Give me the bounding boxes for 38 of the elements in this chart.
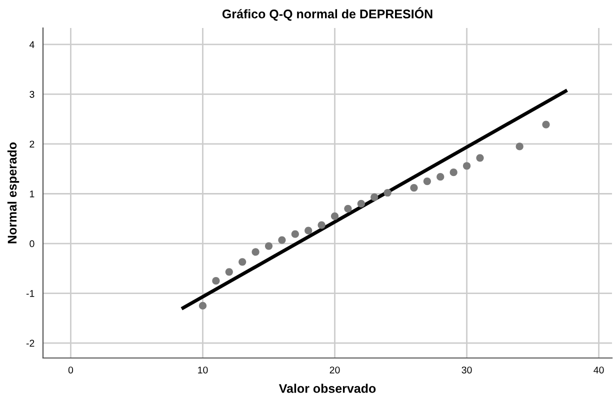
point	[423, 178, 431, 186]
point	[330, 212, 339, 220]
point	[212, 277, 220, 285]
point	[264, 242, 273, 250]
y-tick-label: 2	[30, 140, 34, 148]
y-tick-label: -1	[26, 290, 34, 297]
point	[462, 162, 471, 170]
point	[370, 193, 378, 202]
point	[278, 236, 286, 244]
y-tick-label: 3	[30, 90, 34, 98]
x-tick-label: 10	[198, 366, 208, 374]
point	[384, 188, 392, 197]
point	[225, 268, 233, 276]
y-axis-title: Normal esperado	[7, 142, 20, 244]
point	[252, 248, 260, 256]
point	[318, 221, 326, 229]
x-tick-label: 40	[594, 366, 604, 374]
point	[476, 154, 484, 162]
point	[516, 142, 524, 150]
point	[542, 120, 550, 128]
y-tick-label: 1	[30, 190, 34, 198]
x-tick-label: 20	[330, 366, 340, 374]
y-tick-label: 4	[29, 41, 34, 48]
y-tick-label: -2	[26, 340, 34, 347]
point	[198, 302, 207, 310]
point	[450, 168, 458, 176]
y-tick-label: 0	[30, 240, 34, 248]
point	[344, 204, 352, 212]
point	[410, 184, 418, 192]
point	[238, 258, 246, 266]
point	[357, 200, 365, 208]
point	[291, 230, 299, 238]
x-tick-label: 30	[462, 366, 472, 374]
point	[436, 173, 444, 181]
chart-title: Gráfico Q-Q normal de DEPRESIÓN	[222, 7, 432, 21]
x-tick-label: 0	[68, 366, 74, 374]
point	[304, 226, 312, 234]
x-axis-title: Valor observado	[278, 384, 376, 393]
